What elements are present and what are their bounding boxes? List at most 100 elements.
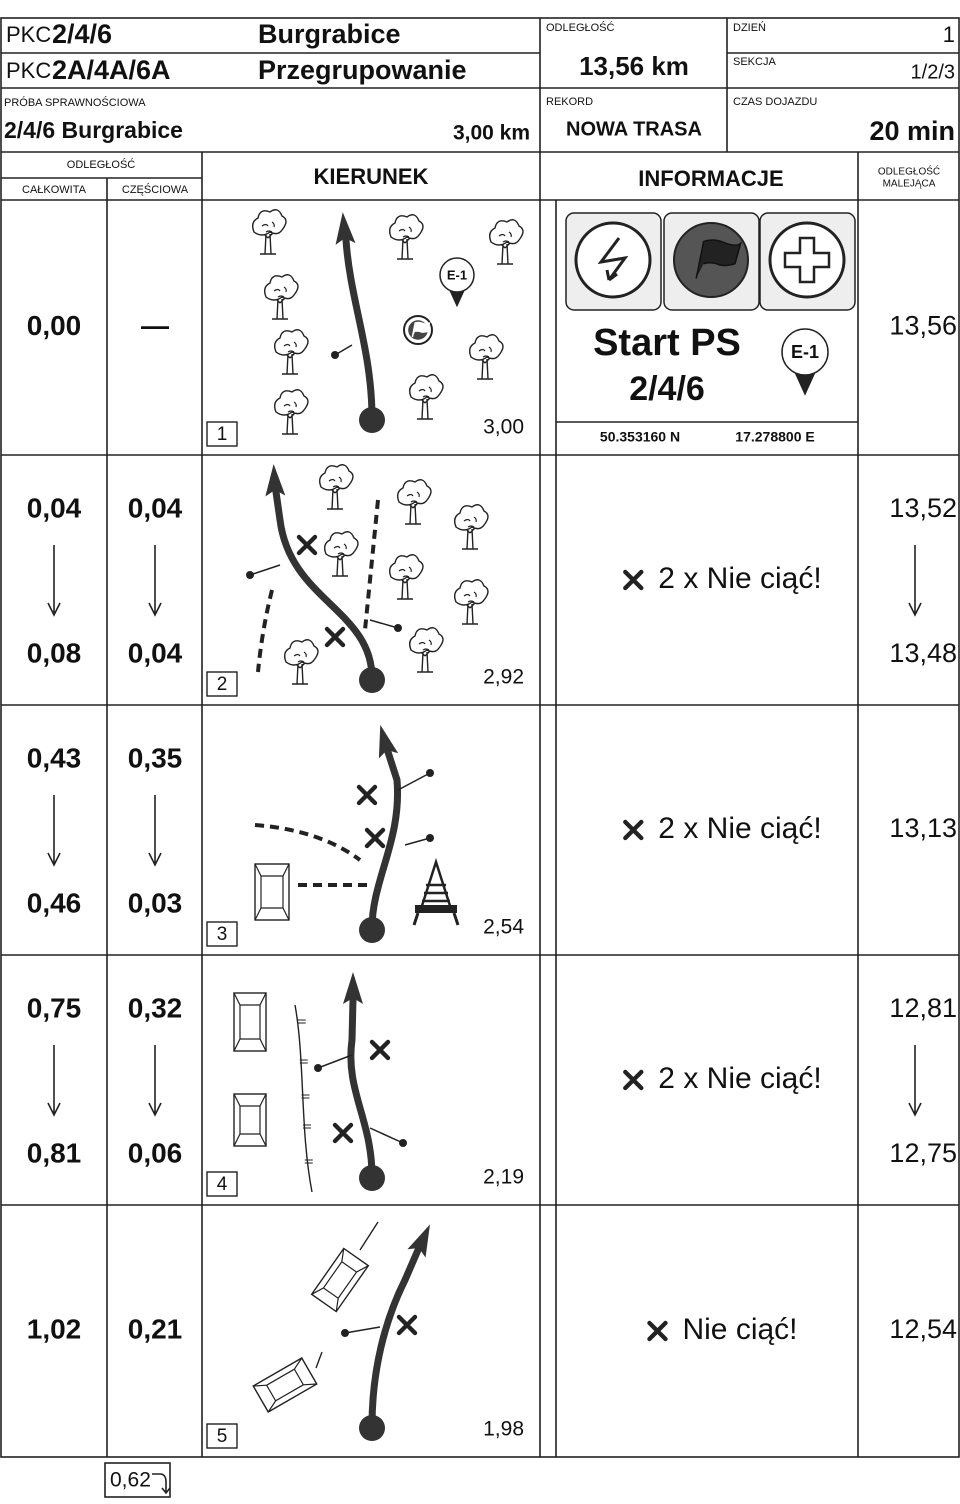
label: SEKCJA	[733, 56, 776, 68]
footer-value: 0,62	[110, 1469, 151, 1492]
info: 2 x Nie ciąć!	[658, 562, 821, 595]
cross	[327, 629, 343, 645]
route	[351, 1000, 372, 1176]
column-header: CZĘŚCIOWA	[122, 183, 189, 196]
partial: 0,35	[128, 742, 183, 773]
down-arrow	[48, 1045, 60, 1115]
pylon-legs	[414, 913, 458, 925]
label: REKORD	[546, 96, 593, 108]
partial: 0,32	[128, 992, 183, 1023]
partial: 0,21	[128, 1313, 183, 1344]
total: 0,04	[27, 492, 82, 523]
stage-distance: 1,98	[483, 1418, 524, 1441]
cross	[372, 1042, 388, 1058]
number: 3	[217, 924, 228, 945]
side-dot	[394, 624, 402, 632]
total: 0,75	[27, 992, 82, 1023]
column-header: MALEJĄCA	[883, 179, 936, 190]
pylon-base	[415, 905, 457, 913]
total: 0,81	[27, 1137, 82, 1168]
stage-distance: 2,19	[483, 1166, 524, 1189]
track	[365, 500, 378, 630]
partial: —	[141, 310, 169, 341]
tree	[265, 275, 298, 319]
partial: 0,04	[128, 637, 183, 668]
side-dot	[399, 1139, 407, 1147]
track	[255, 825, 360, 860]
column-header: CAŁKOWITA	[22, 184, 87, 196]
number: 1	[217, 424, 228, 445]
cross	[299, 537, 315, 553]
cross	[399, 1317, 415, 1333]
label: PKC	[6, 58, 51, 83]
down-arrow	[48, 545, 60, 615]
side-dot	[246, 571, 254, 579]
tree	[253, 210, 286, 254]
down-arrow	[909, 545, 921, 615]
remaining: 12,54	[889, 1314, 957, 1344]
down-arrow	[909, 1045, 921, 1115]
side-dot	[314, 1064, 322, 1072]
tree	[285, 640, 318, 684]
building	[234, 1094, 266, 1146]
start-dot	[359, 1415, 385, 1441]
tree	[455, 505, 488, 549]
remaining: 12,81	[889, 993, 957, 1023]
building-outline	[312, 1248, 369, 1311]
info: 2 x Nie ciąć!	[658, 1062, 821, 1095]
info: 2 x Nie ciąć!	[658, 812, 821, 845]
name: Przegrupowanie	[258, 55, 467, 85]
marker-label: E-1	[447, 267, 467, 282]
tree	[398, 480, 431, 524]
tree	[470, 335, 503, 379]
label: DZIEŃ	[733, 21, 766, 34]
coordinate: 50.353160 N	[600, 429, 680, 445]
section: 1/2/3	[911, 61, 955, 83]
no-cut-icon	[649, 1323, 665, 1339]
total: 0,08	[27, 637, 82, 668]
label: PKC	[6, 22, 51, 47]
column-header: KIERUNEK	[314, 164, 429, 189]
start-dot	[359, 917, 385, 943]
column-header: INFORMACJE	[638, 166, 783, 191]
building	[312, 1248, 369, 1311]
info: Start PS	[593, 322, 741, 364]
remaining: 12,75	[889, 1138, 957, 1168]
no-cut-icon	[625, 822, 641, 838]
track	[258, 590, 272, 672]
marker-label: E-1	[791, 342, 819, 362]
tree	[490, 220, 523, 264]
tree	[275, 330, 308, 374]
column-header: ODLEGŁOŚĆ	[67, 158, 136, 171]
side-dot	[426, 769, 434, 777]
partial: 0,04	[128, 492, 183, 523]
arrow-head	[371, 722, 399, 758]
info: 2/4/6	[629, 370, 705, 408]
side-road	[345, 1327, 380, 1333]
record: NOWA TRASA	[566, 118, 702, 140]
down-arrow	[149, 1045, 161, 1115]
page: {"header":{ "pkc1":{"label":"PKC","code"…	[0, 0, 960, 1499]
side-dot	[341, 1329, 349, 1337]
tree	[390, 555, 423, 599]
cross	[367, 830, 383, 846]
roadbook: PKC 2/4/6 Burgrabice PKC 2A/4A/6A Przegr…	[0, 0, 960, 1499]
no-cut-icon	[625, 572, 641, 588]
partial: 0,06	[128, 1137, 183, 1168]
name: Burgrabice	[258, 19, 401, 49]
column-header: ODLEGŁOŚĆ	[878, 165, 940, 178]
remaining: 13,56	[889, 311, 957, 341]
tree	[275, 390, 308, 434]
start-dot	[359, 667, 385, 693]
label: PRÓBA SPRAWNOŚCIOWA	[4, 96, 146, 109]
total: 1,02	[27, 1313, 82, 1344]
building	[253, 1358, 316, 1412]
code: 2/4/6	[52, 19, 112, 49]
down-arrow	[149, 545, 161, 615]
time: 20 min	[869, 116, 955, 146]
number: 4	[217, 1174, 228, 1195]
tree	[410, 628, 443, 672]
fence-tick	[305, 1160, 313, 1163]
total: 0,00	[27, 310, 82, 341]
side-road	[398, 773, 430, 790]
